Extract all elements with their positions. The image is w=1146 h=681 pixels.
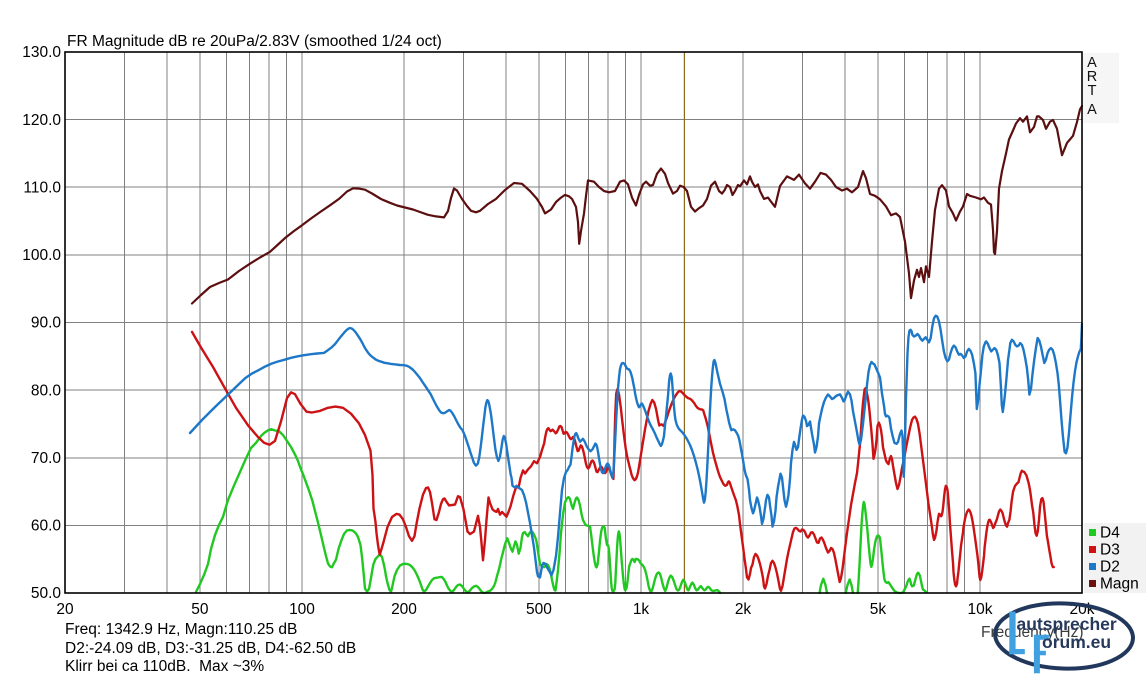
svg-text:200: 200 <box>391 601 417 618</box>
svg-text:80.0: 80.0 <box>31 382 62 399</box>
svg-text:Frequency(Hz): Frequency(Hz) <box>981 624 1084 641</box>
svg-text:5k: 5k <box>870 601 887 618</box>
svg-text:120.0: 120.0 <box>22 112 61 129</box>
svg-text:Klirr bei ca 110dB. Max ~3%: Klirr bei ca 110dB. Max ~3% <box>65 658 264 675</box>
svg-text:2k: 2k <box>735 601 752 618</box>
svg-text:FR Magnitude dB re 20uPa/2.83V: FR Magnitude dB re 20uPa/2.83V (smoothed… <box>67 33 442 50</box>
svg-text:130.0: 130.0 <box>22 44 61 61</box>
svg-text:50.0: 50.0 <box>31 585 62 602</box>
svg-text:D4: D4 <box>1100 525 1120 542</box>
svg-text:60.0: 60.0 <box>31 518 62 535</box>
svg-text:110.0: 110.0 <box>23 179 61 196</box>
svg-text:500: 500 <box>526 601 552 618</box>
svg-text:10k: 10k <box>968 601 993 618</box>
svg-text:T: T <box>1088 83 1097 99</box>
svg-text:100: 100 <box>289 601 315 618</box>
svg-text:20: 20 <box>56 601 74 618</box>
svg-text:1k: 1k <box>633 601 650 618</box>
svg-text:D3: D3 <box>1100 542 1120 559</box>
svg-text:A: A <box>1087 102 1097 118</box>
svg-text:A: A <box>1087 55 1097 71</box>
svg-text:D2: D2 <box>1100 559 1120 576</box>
svg-text:50: 50 <box>191 601 209 618</box>
svg-text:D2:-24.09 dB, D3:-31.25 dB, D4: D2:-24.09 dB, D3:-31.25 dB, D4:-62.50 dB <box>65 640 356 657</box>
svg-text:100.0: 100.0 <box>22 247 61 264</box>
svg-text:Freq: 1342.9 Hz, Magn:110.25 d: Freq: 1342.9 Hz, Magn:110.25 dB <box>65 621 297 638</box>
svg-text:autsprecher: autsprecher <box>1017 614 1117 634</box>
svg-text:R: R <box>1087 69 1097 85</box>
svg-text:Magn: Magn <box>1100 576 1139 593</box>
svg-text:90.0: 90.0 <box>31 315 62 332</box>
svg-text:70.0: 70.0 <box>31 450 62 467</box>
svg-text:orum.eu: orum.eu <box>1042 632 1111 652</box>
